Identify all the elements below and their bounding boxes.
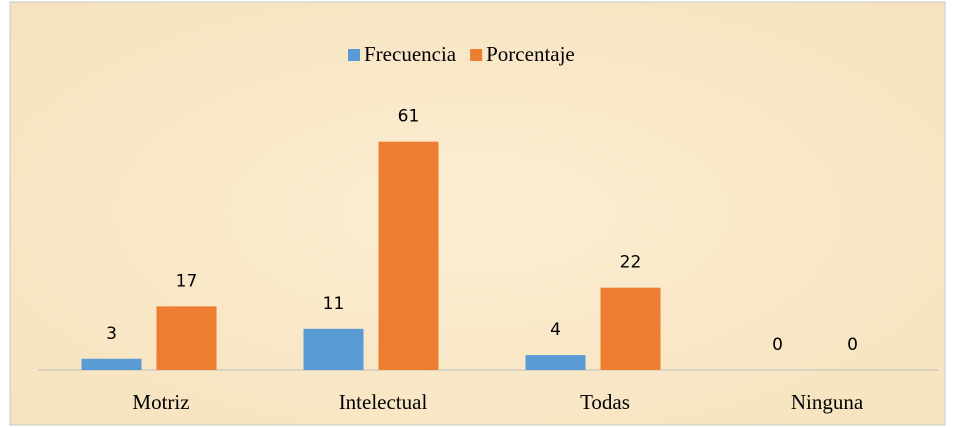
data-label: 4 <box>550 320 561 340</box>
x-tick-label: Ninguna <box>791 390 864 414</box>
bar <box>81 358 142 370</box>
bar <box>378 141 439 370</box>
chart-background <box>9 1 946 426</box>
legend-swatch <box>348 49 360 61</box>
x-tick-label: Intelectual <box>339 390 428 414</box>
legend-label: Porcentaje <box>486 42 575 66</box>
data-label: 11 <box>323 294 345 314</box>
data-label: 0 <box>847 335 858 355</box>
data-label: 61 <box>398 107 420 127</box>
data-label: 17 <box>176 271 198 291</box>
data-label: 22 <box>620 253 642 273</box>
bar <box>525 355 586 370</box>
bar <box>600 287 661 370</box>
data-label: 3 <box>106 324 117 344</box>
bar <box>156 306 217 370</box>
x-tick-label: Motriz <box>132 390 189 414</box>
data-label: 0 <box>772 335 783 355</box>
legend-swatch <box>470 49 483 61</box>
legend-label: Frecuencia <box>364 42 457 66</box>
x-tick-label: Todas <box>580 390 630 414</box>
bar <box>303 328 364 370</box>
